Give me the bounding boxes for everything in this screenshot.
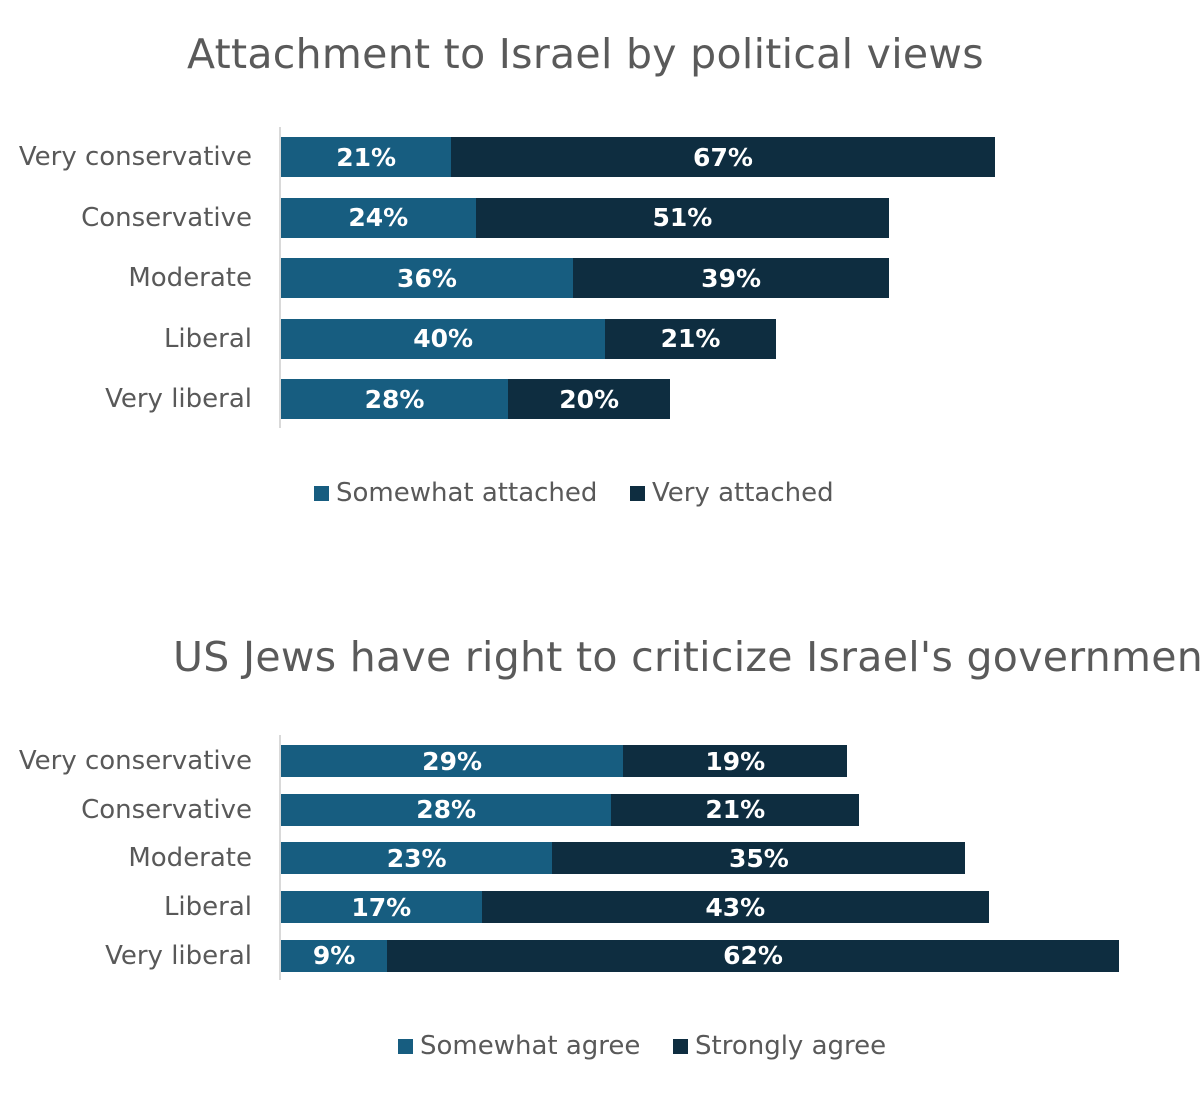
bar-segment: 67% (451, 137, 995, 177)
chart1-legend-very: Very attached (630, 478, 834, 508)
category-label: Very liberal (105, 384, 252, 414)
chart1-title: Attachment to Israel by political views (187, 30, 984, 78)
bar-segment: 17% (281, 891, 482, 924)
data-label: 19% (705, 746, 766, 776)
category-label: Very conservative (18, 746, 252, 776)
bar-segment: 28% (281, 793, 612, 826)
legend-swatch (630, 485, 645, 501)
bar-segment: 40% (281, 318, 606, 359)
bar-segment: 21% (605, 318, 776, 359)
legend-swatch (673, 1038, 688, 1054)
category-label: Conservative (81, 202, 252, 233)
data-label: 51% (652, 203, 713, 232)
bar-segment: 62% (387, 939, 1119, 972)
bar-segment: 21% (281, 137, 452, 177)
data-label: 21% (705, 795, 766, 825)
bar-segment: 23% (281, 842, 553, 875)
category-label: Conservative (81, 794, 252, 825)
chart1-axis (279, 127, 281, 428)
chart2-legend-somewhat: Somewhat agree (398, 1031, 640, 1061)
chart2-legend-strongly: Strongly agree (673, 1031, 886, 1061)
data-label: 9% (312, 941, 356, 971)
data-label: 36% (397, 263, 457, 293)
data-label: 28% (364, 384, 425, 414)
category-label: Liberal (163, 323, 252, 354)
legend-swatch (314, 485, 329, 501)
bar-segment: 9% (281, 939, 388, 972)
data-label: 23% (386, 843, 447, 873)
data-label: 62% (723, 941, 783, 971)
bar-segment: 51% (475, 197, 890, 238)
legend-label: Somewhat agree (420, 1031, 641, 1061)
legend-swatch (398, 1038, 413, 1054)
data-label: 20% (559, 384, 620, 414)
data-label: 24% (348, 203, 409, 232)
bar-segment: 36% (281, 258, 573, 298)
chart2-title: US Jews have right to criticize Israel's… (173, 633, 1200, 681)
bar-segment: 20% (508, 379, 671, 419)
category-label: Moderate (128, 263, 252, 293)
data-label: 35% (728, 843, 789, 873)
legend-label: Somewhat attached (336, 478, 598, 508)
legend-label: Very attached (652, 478, 834, 508)
bar-segment: 24% (281, 197, 476, 238)
data-label: 43% (705, 892, 766, 922)
bar-segment: 21% (611, 793, 860, 826)
category-label: Very liberal (105, 940, 252, 971)
bar-segment: 43% (481, 891, 989, 924)
data-label: 29% (422, 746, 483, 776)
category-label: Liberal (163, 892, 252, 923)
chart2-axis (279, 735, 281, 980)
chart1-legend-somewhat: Somewhat attached (314, 478, 597, 508)
category-label: Very conservative (18, 142, 252, 172)
bar-segment: 28% (281, 379, 509, 419)
data-label: 21% (660, 324, 721, 353)
data-label: 21% (336, 142, 397, 172)
legend-label: Strongly agree (695, 1031, 887, 1061)
data-label: 28% (416, 795, 477, 825)
category-label: Moderate (128, 843, 252, 874)
bar-segment: 19% (623, 745, 848, 777)
bar-segment: 39% (572, 258, 890, 298)
data-label: 39% (701, 263, 762, 293)
data-label: 17% (351, 892, 412, 922)
bar-segment: 35% (552, 842, 966, 875)
data-label: 67% (693, 142, 753, 172)
data-label: 40% (413, 324, 474, 353)
bar-segment: 29% (281, 745, 624, 777)
